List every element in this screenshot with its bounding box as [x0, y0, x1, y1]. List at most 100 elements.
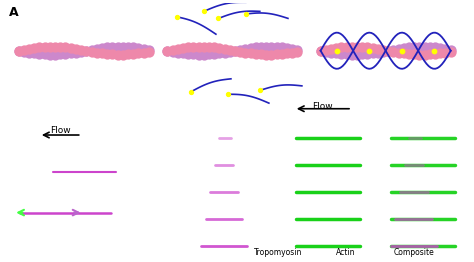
Point	[256, 88, 264, 92]
Point	[273, 45, 280, 49]
Point	[103, 52, 111, 56]
Point	[243, 12, 250, 16]
Point	[174, 47, 182, 51]
Point	[374, 51, 382, 55]
Point	[431, 45, 439, 50]
Point	[405, 52, 413, 56]
Point	[369, 46, 376, 50]
Point	[67, 51, 74, 56]
Point	[416, 53, 423, 57]
Point	[405, 45, 413, 50]
Point	[169, 50, 176, 54]
Point	[20, 48, 27, 52]
Point	[179, 46, 187, 50]
Text: Composite: Composite	[393, 248, 434, 257]
Point	[237, 48, 244, 52]
Point	[88, 50, 95, 54]
Point	[190, 45, 197, 49]
Point	[179, 51, 187, 56]
Point	[288, 47, 296, 51]
Point	[283, 51, 291, 56]
Point	[41, 45, 48, 49]
Point	[278, 45, 285, 50]
Point	[82, 49, 90, 53]
Point	[221, 47, 228, 51]
Point	[268, 53, 275, 57]
Point	[398, 49, 406, 53]
Point	[114, 53, 121, 57]
Point	[82, 49, 90, 53]
Point	[358, 45, 366, 49]
Point	[98, 51, 106, 56]
Point	[190, 52, 197, 57]
Point	[317, 49, 324, 53]
Point	[30, 46, 38, 50]
Point	[421, 45, 428, 49]
Text: A: A	[9, 6, 19, 19]
Point	[257, 45, 265, 49]
Point	[293, 50, 301, 54]
Point	[62, 52, 69, 56]
Point	[205, 52, 213, 57]
Point	[247, 51, 255, 56]
Point	[51, 45, 59, 49]
Point	[390, 48, 397, 52]
Point	[317, 49, 324, 53]
Point	[124, 45, 132, 49]
Point	[390, 50, 397, 54]
Point	[140, 51, 147, 55]
Point	[242, 51, 249, 55]
Point	[221, 51, 228, 55]
Point	[215, 16, 222, 20]
Point	[205, 45, 213, 49]
Point	[62, 45, 69, 50]
Point	[384, 49, 392, 53]
Point	[348, 45, 356, 49]
Point	[379, 50, 387, 54]
Point	[200, 53, 208, 57]
Point	[25, 47, 33, 51]
Point	[410, 52, 418, 57]
Point	[15, 49, 22, 53]
Point	[226, 50, 234, 54]
Point	[322, 50, 329, 54]
Point	[226, 48, 234, 52]
Text: B: B	[8, 130, 18, 143]
Point	[442, 51, 449, 55]
Point	[374, 47, 382, 51]
Point	[210, 45, 218, 50]
Point	[353, 53, 361, 57]
Point	[416, 45, 423, 49]
Point	[174, 51, 182, 55]
Point	[173, 15, 181, 19]
Point	[426, 52, 434, 57]
Point	[72, 51, 80, 55]
Point	[353, 45, 361, 49]
Point	[400, 46, 408, 50]
Point	[278, 52, 285, 56]
Point	[247, 46, 255, 50]
Point	[169, 48, 176, 52]
Point	[201, 9, 208, 13]
Text: Flow: Flow	[312, 102, 333, 111]
Point	[67, 46, 74, 50]
Point	[442, 47, 449, 51]
Point	[447, 48, 455, 52]
Point	[129, 45, 137, 50]
Point	[231, 49, 239, 53]
Point	[224, 92, 231, 96]
Point	[135, 46, 142, 50]
Point	[263, 53, 270, 57]
Point	[187, 90, 194, 94]
Point	[145, 50, 153, 54]
Point	[437, 51, 444, 56]
Point	[46, 45, 54, 49]
Point	[36, 52, 43, 56]
Point	[430, 49, 438, 53]
Point	[327, 47, 335, 51]
Point	[51, 53, 59, 57]
Point	[41, 52, 48, 57]
Point	[322, 48, 329, 52]
Point	[184, 45, 192, 50]
Point	[421, 53, 428, 57]
